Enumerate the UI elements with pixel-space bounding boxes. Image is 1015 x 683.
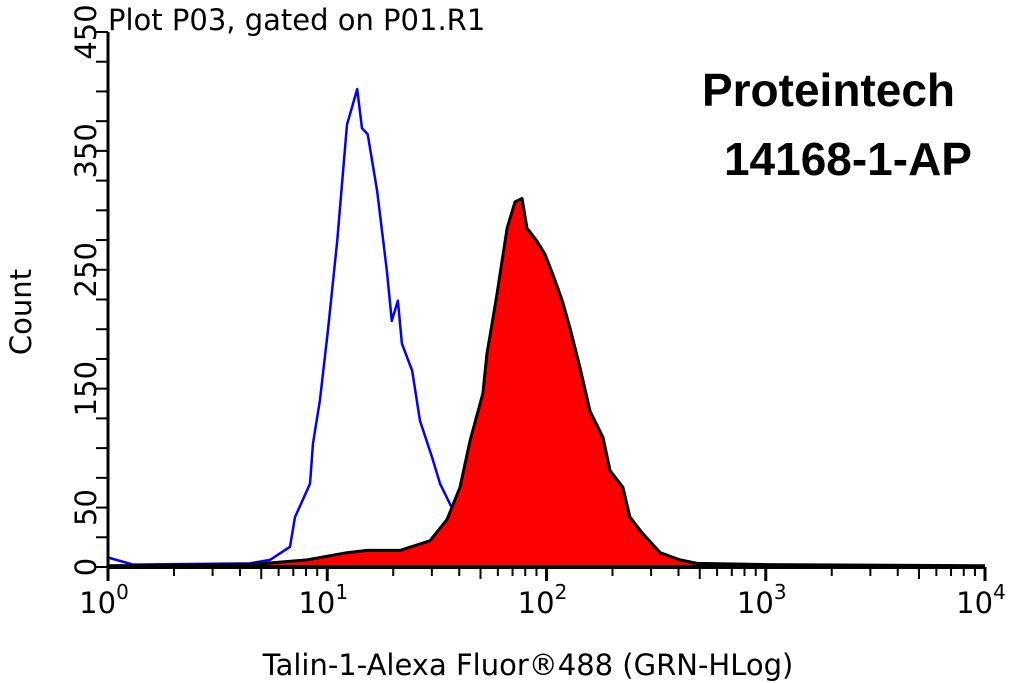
x-tick-label: 101 [298,580,348,620]
y-axis-label: Count [4,269,38,355]
x-tick-base: 10 [79,586,116,620]
x-tick-exponent: 3 [774,580,787,604]
y-tick-label: 350 [69,123,103,178]
x-tick-exponent: 0 [116,580,129,604]
x-tick-label: 100 [79,580,129,620]
y-tick-label: 250 [69,242,103,297]
x-tick-label: 102 [518,580,568,620]
x-tick-label: 103 [737,580,787,620]
chart-title: Plot P03, gated on P01.R1 [108,3,485,37]
series-outline-1 [107,196,986,568]
watermark-line-2: 14168-1-AP [724,133,972,185]
x-tick-exponent: 1 [335,580,348,604]
x-tick-label: 104 [956,580,1006,620]
x-tick-base: 10 [737,586,774,620]
x-axis-label: Talin-1-Alexa Fluor®488 (GRN-HLog) [262,648,794,682]
x-tick-base: 10 [298,586,335,620]
y-tick-label: 450 [69,4,103,59]
x-tick-base: 10 [518,586,555,620]
x-tick-exponent: 4 [993,580,1006,604]
y-tick-label: 150 [69,361,103,416]
series-fill-1 [108,198,985,567]
y-tick-label: 0 [69,558,103,576]
x-tick-exponent: 2 [555,580,568,604]
y-tick-label: 50 [69,489,103,526]
x-tick-base: 10 [956,586,993,620]
watermark-line-1: Proteintech [702,64,955,116]
